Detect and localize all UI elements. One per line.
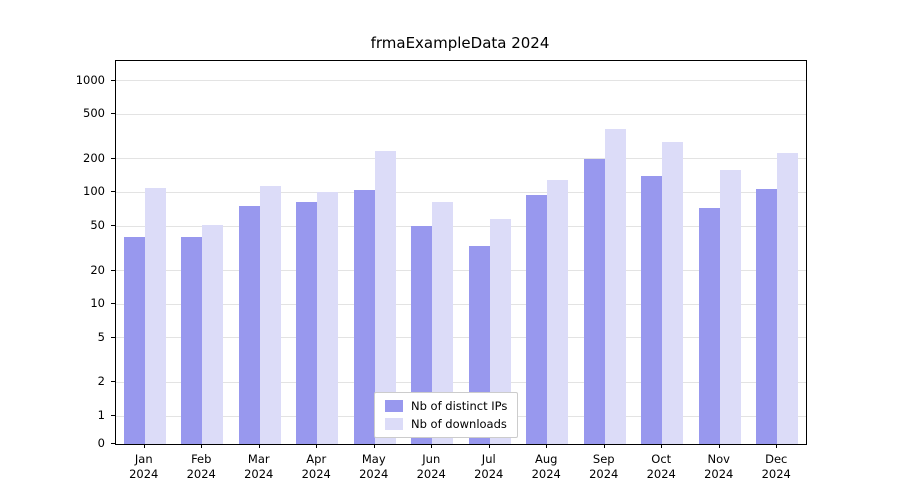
y-tick-mark — [111, 381, 115, 383]
y-tick-mark — [111, 157, 115, 159]
y-tick-label-500: 500 — [83, 106, 105, 121]
x-tick-label-jul: Jul 2024 — [474, 452, 504, 481]
chart-title: frmaExampleData 2024 — [370, 34, 550, 52]
y-tick-label-200: 200 — [83, 150, 105, 165]
bar-distinct-ips-nov — [698, 208, 720, 444]
x-tick-label-may: May 2024 — [359, 452, 389, 481]
legend-item-distinct-ips: Nb of distinct IPs — [385, 399, 507, 413]
bar-downloads-jun — [432, 202, 454, 444]
gridline-y-50 — [116, 225, 806, 227]
x-tick-mark — [431, 444, 433, 448]
y-tick-mark — [111, 191, 115, 193]
bar-downloads-aug — [547, 180, 569, 444]
x-tick-mark — [373, 444, 375, 448]
bar-downloads-dec — [777, 153, 799, 444]
y-tick-label-2: 2 — [97, 374, 105, 389]
gridline-y-500 — [116, 113, 806, 115]
x-tick-mark — [546, 444, 548, 448]
gridline-y-5 — [116, 337, 806, 339]
x-tick-mark — [718, 444, 720, 448]
gridline-y-100 — [116, 191, 806, 193]
bar-downloads-oct — [662, 142, 684, 444]
legend: Nb of distinct IPs Nb of downloads — [374, 392, 519, 438]
x-tick-mark — [603, 444, 605, 448]
y-tick-label-1000: 1000 — [75, 72, 105, 87]
legend-label-downloads: Nb of downloads — [411, 417, 507, 431]
legend-item-downloads: Nb of downloads — [385, 417, 507, 431]
x-tick-label-dec: Dec 2024 — [761, 452, 791, 481]
x-tick-label-nov: Nov 2024 — [704, 452, 734, 481]
x-tick-label-jun: Jun 2024 — [416, 452, 446, 481]
gridline-y-20 — [116, 270, 806, 272]
y-tick-mark — [111, 443, 115, 444]
bar-distinct-ips-apr — [296, 202, 318, 444]
bar-downloads-may — [374, 151, 396, 444]
x-tick-label-aug: Aug 2024 — [531, 452, 561, 481]
bar-distinct-ips-sep — [583, 159, 605, 444]
bar-distinct-ips-feb — [181, 237, 203, 444]
x-tick-label-mar: Mar 2024 — [244, 452, 274, 481]
bar-distinct-ips-dec — [756, 189, 778, 444]
y-tick-mark — [111, 415, 115, 417]
bar-distinct-ips-jan — [123, 237, 145, 444]
y-tick-label-10: 10 — [90, 296, 105, 311]
bar-distinct-ips-oct — [641, 176, 663, 444]
bar-distinct-ips-may — [353, 190, 375, 444]
bar-distinct-ips-aug — [526, 195, 548, 444]
plot-area: Nb of distinct IPs Nb of downloads — [115, 60, 807, 445]
bar-downloads-jan — [144, 188, 166, 444]
legend-swatch-distinct-ips — [385, 400, 403, 412]
y-tick-label-1: 1 — [97, 408, 105, 423]
gridline-y-2 — [116, 381, 806, 383]
x-tick-mark — [316, 444, 318, 448]
x-tick-mark — [488, 444, 490, 448]
x-tick-label-apr: Apr 2024 — [301, 452, 331, 481]
x-tick-label-sep: Sep 2024 — [589, 452, 619, 481]
y-tick-mark — [111, 269, 115, 271]
x-tick-mark — [776, 444, 778, 448]
x-tick-mark — [258, 444, 260, 448]
x-tick-label-feb: Feb 2024 — [186, 452, 216, 481]
x-tick-mark — [143, 444, 145, 448]
y-tick-label-20: 20 — [90, 262, 105, 277]
bar-downloads-jul — [489, 219, 511, 444]
legend-label-distinct-ips: Nb of distinct IPs — [411, 399, 508, 413]
bar-downloads-mar — [259, 186, 281, 444]
x-tick-mark — [661, 444, 663, 448]
y-tick-mark — [111, 113, 115, 115]
bar-distinct-ips-mar — [238, 206, 260, 444]
legend-swatch-downloads — [385, 418, 403, 430]
gridline-y-200 — [116, 158, 806, 160]
gridline-y-10 — [116, 303, 806, 305]
x-tick-label-oct: Oct 2024 — [646, 452, 676, 481]
y-tick-mark — [111, 225, 115, 227]
y-tick-label-5: 5 — [97, 329, 105, 344]
bar-downloads-feb — [202, 225, 224, 444]
bar-downloads-apr — [317, 192, 339, 444]
y-tick-mark — [111, 79, 115, 81]
y-tick-mark — [111, 303, 115, 305]
y-tick-label-100: 100 — [83, 184, 105, 199]
gridline-y-1000 — [116, 80, 806, 82]
bar-distinct-ips-jun — [411, 226, 433, 444]
x-tick-label-jan: Jan 2024 — [129, 452, 159, 481]
x-tick-mark — [201, 444, 203, 448]
bar-downloads-nov — [719, 170, 741, 444]
y-tick-label-50: 50 — [90, 218, 105, 233]
bar-downloads-sep — [604, 129, 626, 444]
y-tick-mark — [111, 336, 115, 338]
y-tick-label-0: 0 — [97, 436, 105, 450]
